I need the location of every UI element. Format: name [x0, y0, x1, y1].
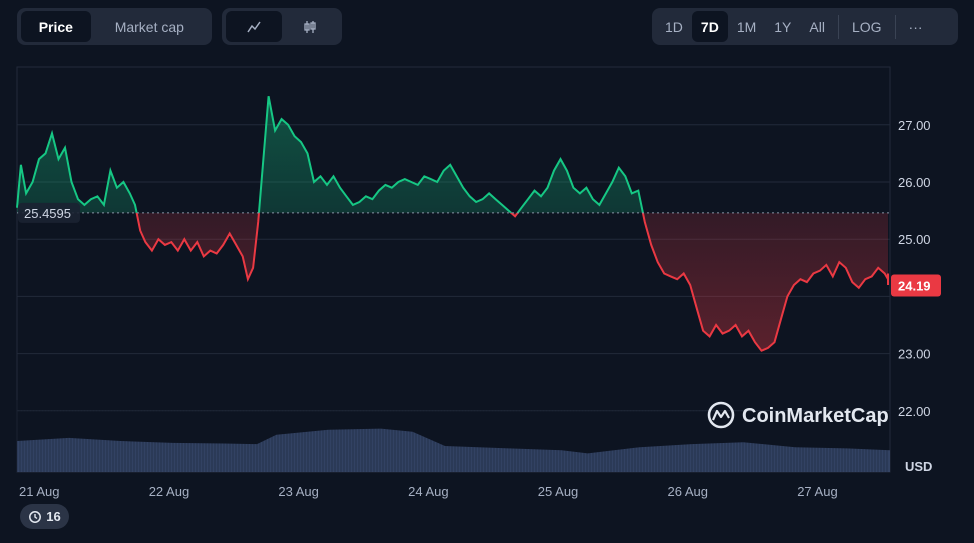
price-line-down: [135, 212, 889, 352]
history-icon: [29, 510, 42, 523]
currency-label: USD: [905, 459, 932, 474]
price-tick-label: 26.00: [898, 175, 931, 190]
time-range-selector: 1D 7D 1M 1Y All LOG ···: [652, 8, 958, 45]
range-1m[interactable]: 1M: [736, 18, 757, 35]
price-tick-label: 22.00: [898, 404, 931, 419]
date-axis: 21 Aug 22 Aug 23 Aug 24 Aug 25 Aug 26 Aug 27 A…: [19, 484, 838, 499]
watermark: CoinMarketCap: [707, 401, 889, 429]
range-1d[interactable]: 1D: [665, 18, 683, 35]
more-options-button[interactable]: ···: [908, 18, 923, 35]
history-badge[interactable]: 16: [20, 504, 69, 529]
volume-area: [17, 428, 890, 472]
date-tick-label: 22 Aug: [149, 484, 190, 499]
date-tick-label: 25 Aug: [538, 484, 579, 499]
range-1y[interactable]: 1Y: [774, 18, 792, 35]
candlestick-button[interactable]: [282, 11, 338, 42]
range-all[interactable]: All: [809, 18, 825, 35]
area-above-baseline: [17, 96, 888, 213]
price-tick-label: 27.00: [898, 118, 931, 133]
date-tick-label: 27 Aug: [797, 484, 838, 499]
chart-style-toggle: [222, 8, 342, 45]
toolbar-divider: [837, 14, 839, 39]
date-tick-label: 23 Aug: [278, 484, 319, 499]
price-line-up: [16, 96, 644, 213]
coinmarketcap-logo-icon: [707, 401, 735, 429]
market-cap-tab[interactable]: Market cap: [114, 18, 184, 35]
date-tick-label: 26 Aug: [668, 484, 709, 499]
price-axis: 27.00 26.00 25.00 23.00 22.00 USD 24.19: [891, 118, 941, 474]
log-scale-button[interactable]: LOG: [851, 18, 882, 35]
current-price-badge: [891, 274, 941, 297]
current-price-label: 24.19: [898, 279, 931, 294]
baseline-label-box: [18, 202, 80, 223]
area-below-baseline: [136, 212, 888, 351]
volume-bars: [16, 400, 890, 472]
history-count: 16: [46, 509, 61, 524]
price-tick-label: 23.00: [898, 347, 931, 362]
watermark-text: CoinMarketCap: [742, 405, 889, 427]
line-chart-button[interactable]: [226, 11, 282, 42]
date-tick-label: 21 Aug: [19, 484, 60, 499]
candlestick-icon: [304, 20, 316, 33]
date-tick-label: 24 Aug: [408, 484, 449, 499]
range-7d[interactable]: 7D: [691, 11, 728, 42]
price-tab[interactable]: Price: [21, 11, 91, 42]
chart-type-toggle: Price Market cap: [17, 8, 212, 45]
line-chart-icon: [247, 21, 261, 32]
price-tick-label: 25.00: [898, 232, 931, 247]
toolbar-divider: [894, 14, 896, 39]
baseline-label: 25.4595: [24, 206, 71, 221]
